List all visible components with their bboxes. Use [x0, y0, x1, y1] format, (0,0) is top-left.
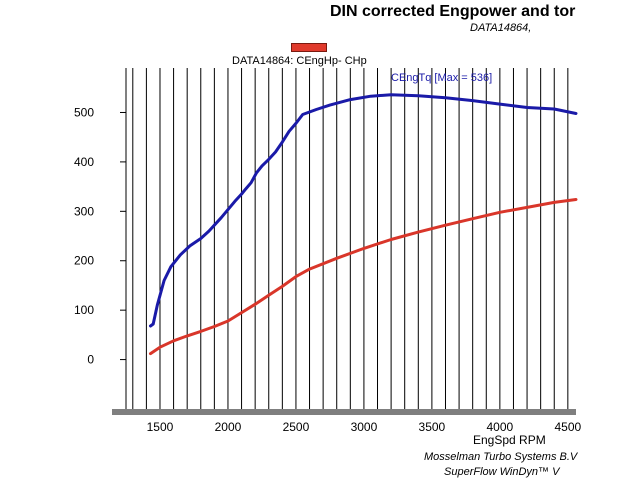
y-tick-label: 400 — [74, 155, 94, 169]
y-tick-label: 0 — [87, 353, 94, 367]
torque-series-line — [149, 93, 578, 328]
y-tick-label: 300 — [74, 204, 94, 218]
y-axis-ticks: 0 100 200 300 400 500 — [74, 105, 126, 367]
legend-swatch — [291, 43, 327, 52]
credit-line-2: SuperFlow WinDyn™ V — [444, 466, 560, 478]
credit-line-1: Mosselman Turbo Systems B.V — [424, 451, 578, 463]
x-tick-label: 2000 — [215, 420, 242, 434]
series-lines — [149, 93, 578, 356]
y-tick-label: 100 — [74, 303, 94, 317]
x-tick-label: 4000 — [487, 420, 514, 434]
power-series-line — [149, 198, 578, 356]
x-tick-label: 4500 — [554, 420, 581, 434]
chart-subtitle: DATA14864, — [470, 22, 532, 34]
y-tick-label: 200 — [74, 254, 94, 268]
grid-lines — [132, 68, 569, 409]
x-tick-label: 1500 — [147, 420, 174, 434]
x-axis-ticks: 1500 2000 2500 3000 3500 4000 4500 — [147, 420, 582, 434]
torque-annotation: CEngTq [Max = 536] — [391, 72, 492, 84]
x-tick-label: 3000 — [351, 420, 378, 434]
legend-label: DATA14864: CEngHp- CHp — [232, 55, 367, 67]
x-axis-bar — [112, 409, 576, 415]
x-tick-label: 3500 — [419, 420, 446, 434]
y-tick-label: 500 — [74, 105, 94, 119]
x-tick-label: 2500 — [283, 420, 310, 434]
chart-title: DIN corrected Engpower and tor — [330, 3, 576, 20]
x-axis-label: EngSpd RPM — [473, 433, 546, 447]
